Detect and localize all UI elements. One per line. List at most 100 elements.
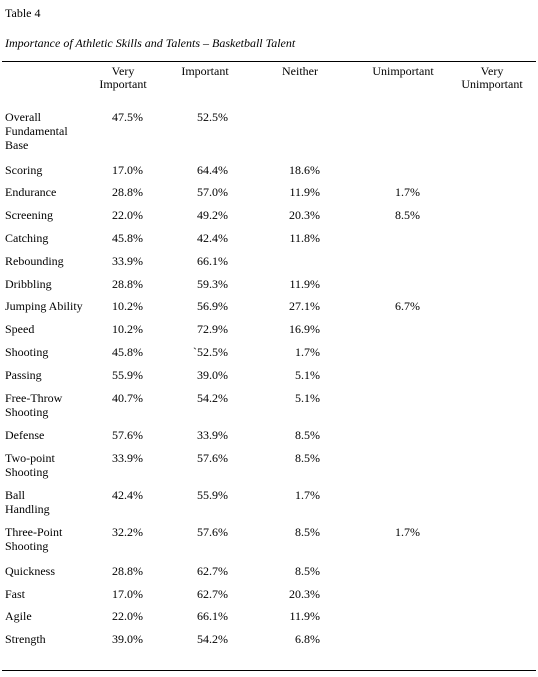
skill-name: Jumping Ability [5, 299, 83, 313]
table-row: Two-point Shooting 33.9% 57.6% 8.5% [0, 451, 538, 479]
cell-very-important: 28.8% [112, 185, 143, 199]
cell-important: 55.9% [197, 488, 228, 502]
skill-name: Quickness [5, 564, 55, 578]
table-row: Catching 45.8% 42.4% 11.8% [0, 231, 538, 251]
cell-very-important: 32.2% [112, 525, 143, 539]
cell-important: 39.0% [197, 368, 228, 382]
cell-neither: 20.3% [289, 587, 320, 601]
cell-important: 54.2% [197, 391, 228, 405]
cell-important: 52.5% [197, 110, 228, 124]
skill-name: Speed [5, 322, 35, 336]
table-title: Importance of Athletic Skills and Talent… [5, 36, 296, 50]
top-rule [2, 61, 536, 62]
cell-important: `52.5% [193, 345, 228, 359]
skill-name: Catching [5, 231, 49, 245]
cell-very-important: 45.8% [112, 231, 143, 245]
header-very-unimportant: Very Unimportant [461, 64, 523, 91]
skill-name: Rebounding [5, 254, 64, 268]
cell-neither: 5.1% [295, 368, 320, 382]
skill-name: Passing [5, 368, 42, 382]
bottom-rule [2, 670, 536, 671]
cell-very-important: 28.8% [112, 277, 143, 291]
cell-neither: 11.9% [289, 277, 320, 291]
cell-very-important: 22.0% [112, 609, 143, 623]
cell-important: 59.3% [197, 277, 228, 291]
cell-neither: 20.3% [289, 208, 320, 222]
table-row: Overall Fundamental Base 47.5% 52.5% [0, 110, 538, 152]
cell-neither: 8.5% [295, 525, 320, 539]
cell-important: 33.9% [197, 428, 228, 442]
skill-name: Dribbling [5, 277, 52, 291]
table-row: Endurance 28.8% 57.0% 11.9% 1.7% [0, 185, 538, 205]
cell-very-important: 45.8% [112, 345, 143, 359]
skill-name: Two-point Shooting [5, 451, 55, 479]
skill-name: Defense [5, 428, 45, 442]
cell-neither: 11.9% [289, 609, 320, 623]
cell-important: 54.2% [197, 632, 228, 646]
cell-unimportant: 8.5% [395, 208, 420, 222]
cell-neither: 11.9% [289, 185, 320, 199]
table-row: Defense 57.6% 33.9% 8.5% [0, 428, 538, 448]
cell-very-important: 47.5% [112, 110, 143, 124]
cell-neither: 16.9% [289, 322, 320, 336]
cell-important: 42.4% [197, 231, 228, 245]
table-row: Agile 22.0% 66.1% 11.9% [0, 609, 538, 629]
skill-name: Shooting [5, 345, 49, 359]
skill-name: Endurance [5, 185, 57, 199]
cell-unimportant: 6.7% [395, 299, 420, 313]
cell-neither: 27.1% [289, 299, 320, 313]
table-row: Free-Throw Shooting 40.7% 54.2% 5.1% [0, 391, 538, 419]
cell-very-important: 10.2% [112, 322, 143, 336]
skill-name: Free-Throw Shooting [5, 391, 63, 419]
header-neither: Neither [282, 64, 318, 78]
table-label: Table 4 [5, 6, 41, 20]
cell-important: 64.4% [197, 163, 228, 177]
cell-very-important: 57.6% [112, 428, 143, 442]
header-very-important: Very Important [99, 64, 147, 91]
table-row: Rebounding 33.9% 66.1% [0, 254, 538, 274]
table-row: Fast 17.0% 62.7% 20.3% [0, 587, 538, 607]
skill-name: Agile [5, 609, 32, 623]
cell-neither: 1.7% [295, 488, 320, 502]
header-important: Important [181, 64, 229, 78]
cell-very-important: 33.9% [112, 254, 143, 268]
skill-name: Ball Handling [5, 488, 50, 516]
table-row: Passing 55.9% 39.0% 5.1% [0, 368, 538, 388]
cell-neither: 11.8% [289, 231, 320, 245]
cell-unimportant: 1.7% [395, 185, 420, 199]
cell-unimportant: 1.7% [395, 525, 420, 539]
table-row: Ball Handling 42.4% 55.9% 1.7% [0, 488, 538, 516]
skill-name: Screening [5, 208, 53, 222]
cell-very-important: 33.9% [112, 451, 143, 465]
header-unimportant: Unimportant [372, 64, 434, 78]
skill-name: Overall Fundamental Base [5, 110, 68, 152]
table-row: Jumping Ability 10.2% 56.9% 27.1% 6.7% [0, 299, 538, 319]
cell-important: 57.6% [197, 525, 228, 539]
cell-important: 56.9% [197, 299, 228, 313]
table-row: Screening 22.0% 49.2% 20.3% 8.5% [0, 208, 538, 228]
cell-neither: 8.5% [295, 451, 320, 465]
cell-important: 57.0% [197, 185, 228, 199]
table-row: Three-Point Shooting 32.2% 57.6% 8.5% 1.7% [0, 525, 538, 553]
cell-very-important: 22.0% [112, 208, 143, 222]
cell-important: 66.1% [197, 254, 228, 268]
cell-important: 62.7% [197, 564, 228, 578]
table-row: Speed 10.2% 72.9% 16.9% [0, 322, 538, 342]
table-row: Quickness 28.8% 62.7% 8.5% [0, 564, 538, 584]
cell-very-important: 39.0% [112, 632, 143, 646]
cell-important: 57.6% [197, 451, 228, 465]
cell-very-important: 42.4% [112, 488, 143, 502]
cell-important: 66.1% [197, 609, 228, 623]
cell-neither: 8.5% [295, 428, 320, 442]
skill-name: Three-Point Shooting [5, 525, 63, 553]
cell-important: 62.7% [197, 587, 228, 601]
table-row: Scoring 17.0% 64.4% 18.6% [0, 163, 538, 183]
cell-very-important: 10.2% [112, 299, 143, 313]
cell-neither: 1.7% [295, 345, 320, 359]
cell-neither: 5.1% [295, 391, 320, 405]
cell-very-important: 40.7% [112, 391, 143, 405]
cell-very-important: 55.9% [112, 368, 143, 382]
cell-important: 49.2% [197, 208, 228, 222]
cell-very-important: 17.0% [112, 587, 143, 601]
table-row: Dribbling 28.8% 59.3% 11.9% [0, 277, 538, 297]
